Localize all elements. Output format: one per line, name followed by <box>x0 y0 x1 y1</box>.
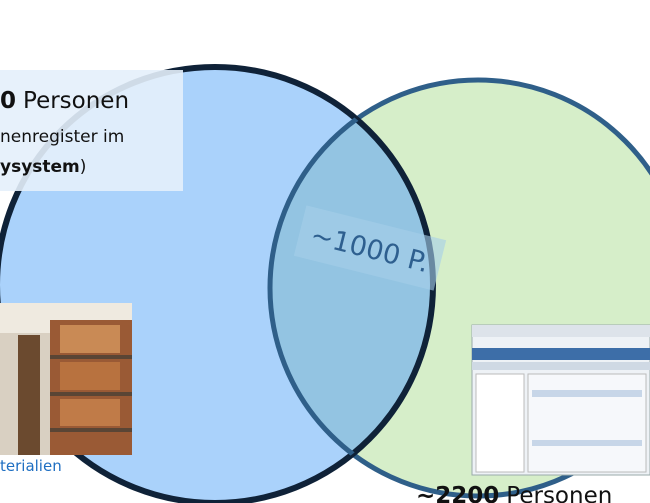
archive-photo <box>0 303 132 455</box>
venn-diagram: 0Personen nenregister im ysystem) ~1000 … <box>0 0 650 503</box>
left-label: Personen <box>23 88 129 114</box>
left-desc-bold: ysystem <box>0 157 80 177</box>
left-count: 0 <box>0 88 16 114</box>
left-desc-3: ysystem) <box>0 157 86 177</box>
right-label: Personen <box>506 483 612 503</box>
page: 0Personen nenregister im ysystem) ~1000 … <box>0 0 650 503</box>
right-count-line: ~2200 Personen <box>416 483 612 503</box>
image-caption[interactable]: terialien <box>0 457 62 475</box>
right-count: ~2200 <box>416 483 499 503</box>
left-desc-end: ) <box>80 157 87 177</box>
sap-screenshot <box>472 325 650 475</box>
left-desc-2: nenregister im <box>0 127 124 147</box>
